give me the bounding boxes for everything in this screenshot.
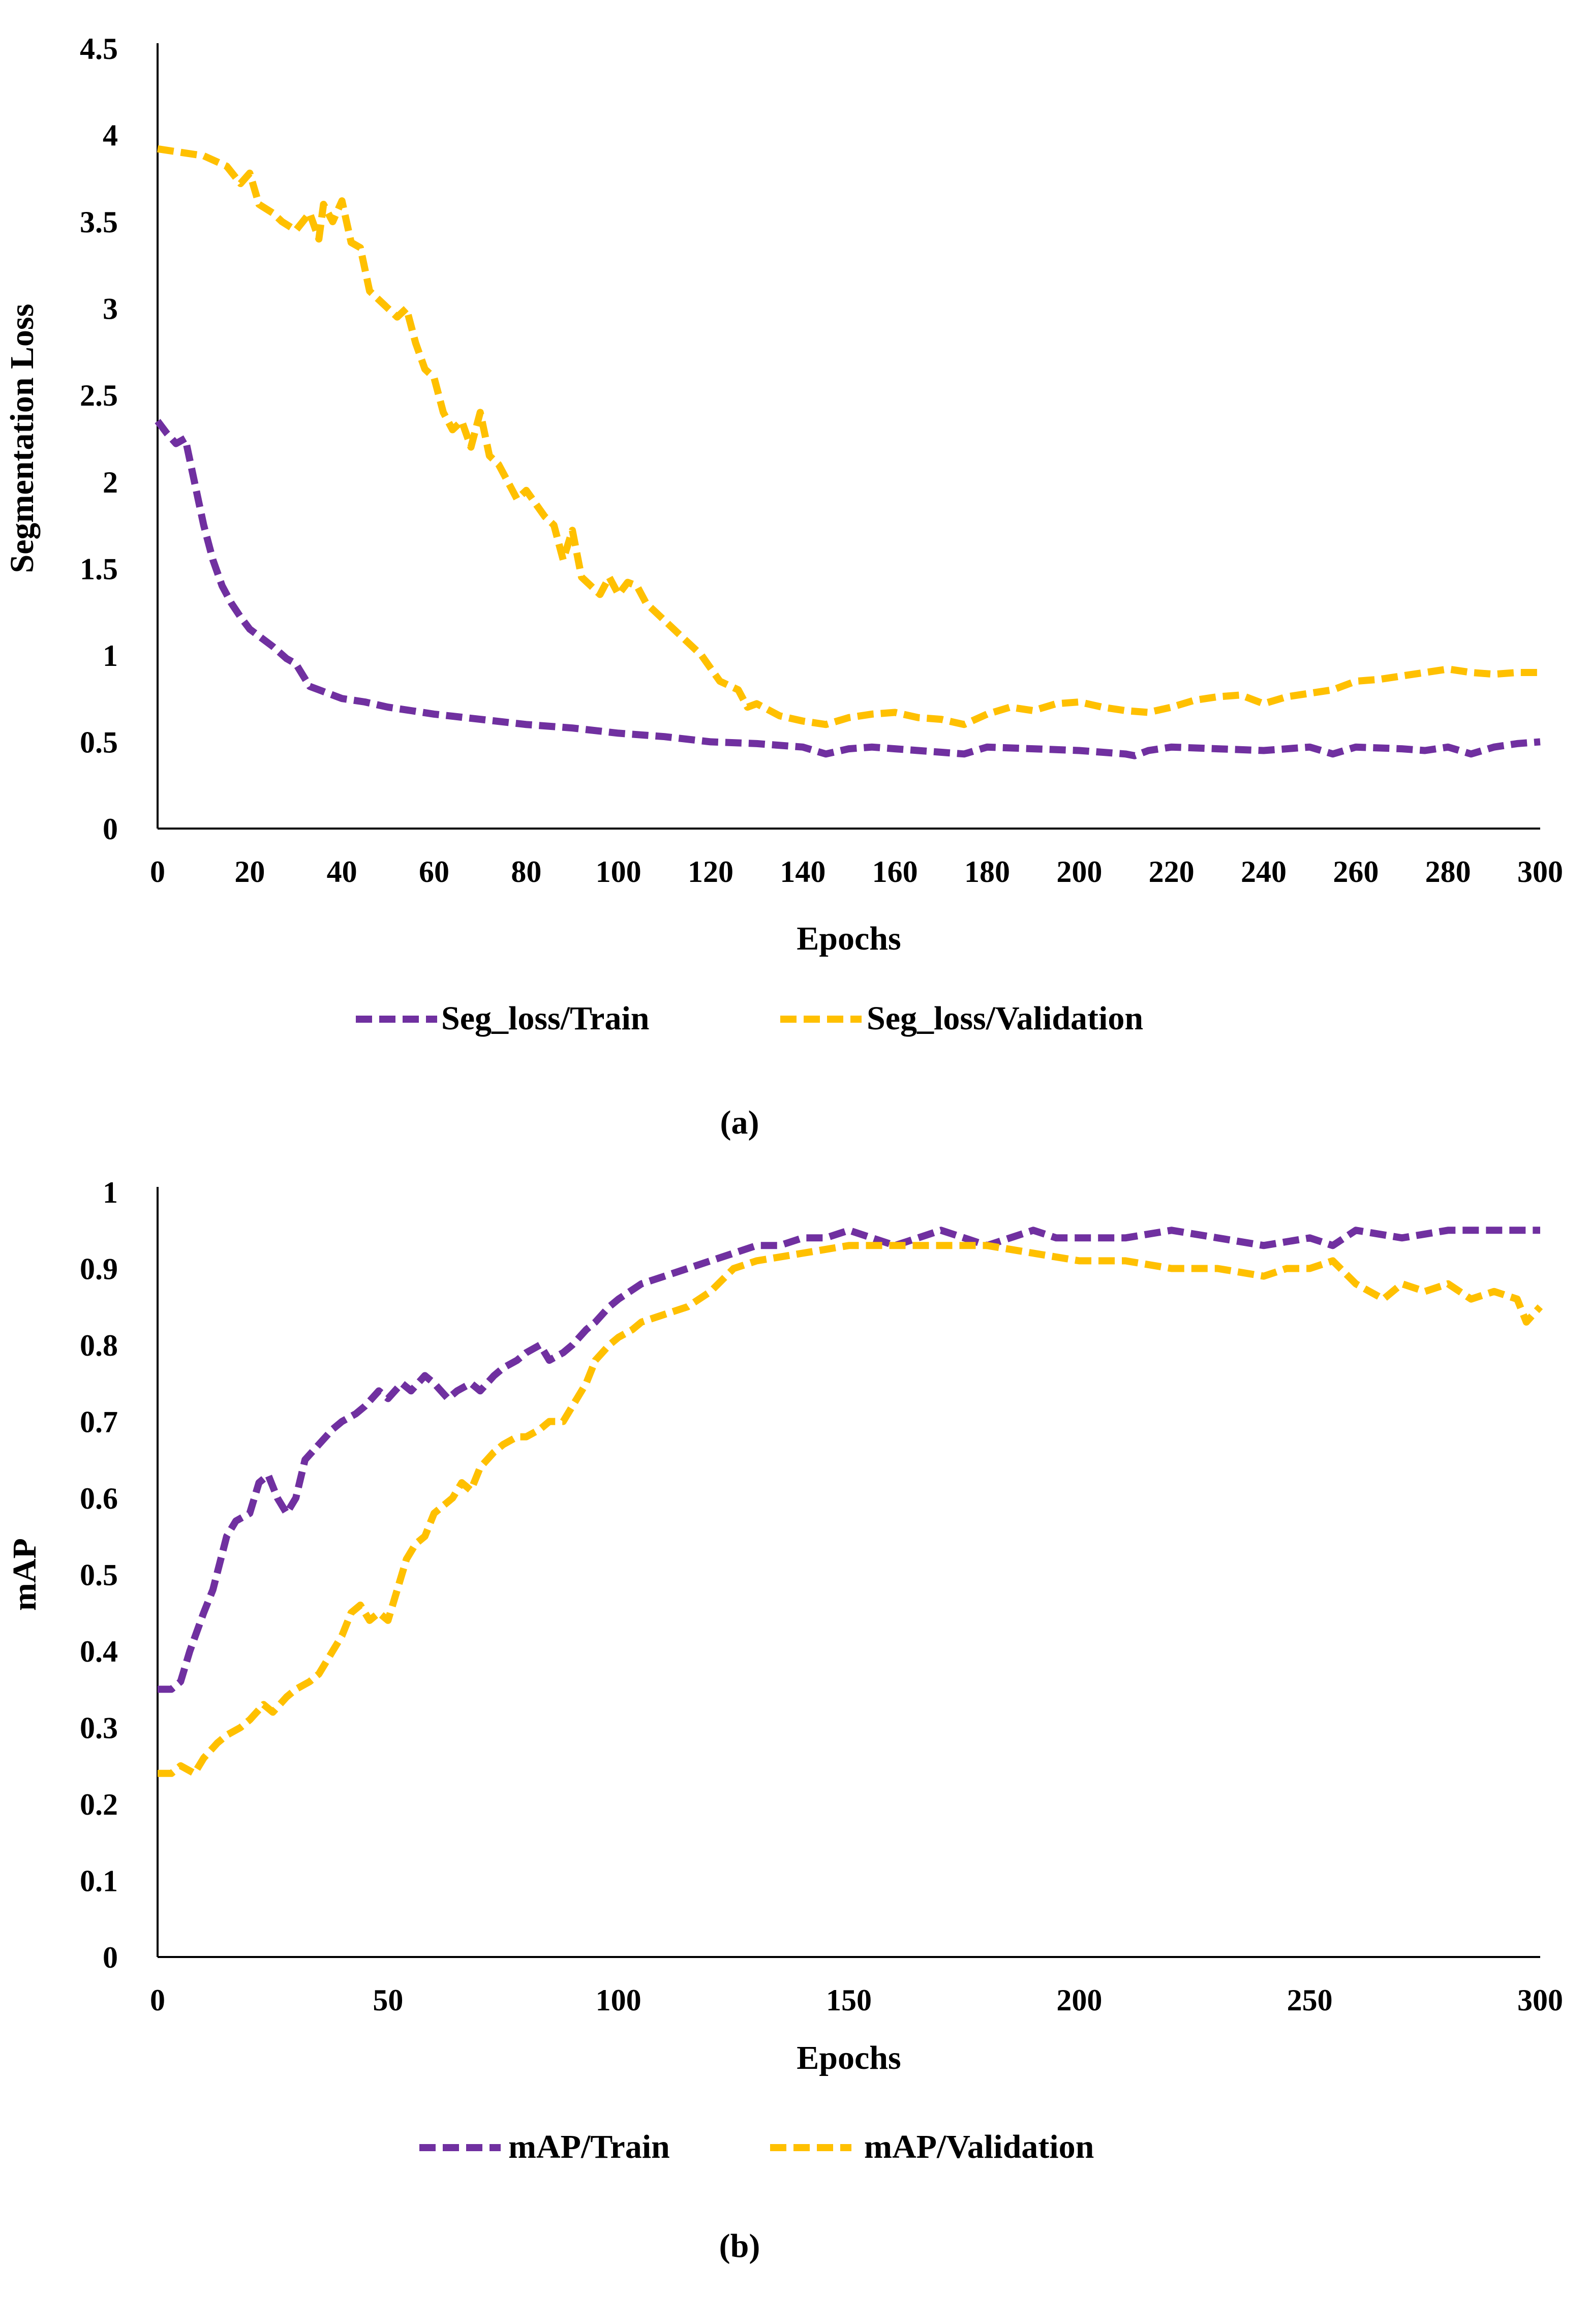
y-tick-label: 0.4 — [80, 1635, 118, 1668]
y-tick-label: 1 — [103, 639, 118, 672]
y-tick-label: 0.3 — [80, 1711, 118, 1745]
x-tick-label: 280 — [1425, 855, 1471, 889]
y-tick-label: 2.5 — [80, 379, 118, 412]
train-legend-label: Seg_loss/Train — [441, 1000, 650, 1037]
panel-label: (b) — [719, 2227, 760, 2265]
y-tick-label: 0.1 — [80, 1864, 118, 1898]
x-tick-label: 100 — [596, 1983, 641, 2017]
y-axis-title: mAP — [6, 1538, 43, 1611]
y-tick-label: 4.5 — [80, 32, 118, 66]
y-tick-label: 4 — [103, 119, 118, 152]
x-tick-label: 50 — [373, 1983, 403, 2017]
y-tick-label: 0.5 — [80, 725, 118, 759]
x-axis-title: Epochs — [797, 2039, 901, 2076]
x-tick-label: 200 — [1056, 855, 1102, 889]
x-tick-label: 160 — [872, 855, 918, 889]
y-tick-label: 0 — [103, 1941, 118, 1974]
x-tick-label: 180 — [964, 855, 1010, 889]
panel-a-segmentation-loss-chart: 0 0.5 1 1.5 2 2.5 3 3.5 4 4.5 0 20 40 60 80 100 120 140 16… — [4, 32, 1563, 1141]
x-tick-label: 20 — [234, 855, 265, 889]
y-tick-label: 0.7 — [80, 1405, 118, 1439]
y-tick-label: 0.5 — [80, 1558, 118, 1592]
x-tick-label: 300 — [1517, 855, 1563, 889]
validation-legend-label: Seg_loss/Validation — [867, 1000, 1143, 1037]
y-tick-label: 0.6 — [80, 1482, 118, 1515]
validation-series-line — [157, 145, 1540, 728]
x-tick-label: 220 — [1149, 855, 1195, 889]
validation-series-line — [158, 1242, 1543, 1777]
y-tick-label: 0 — [103, 812, 118, 846]
x-tick-label: 100 — [596, 855, 641, 889]
y-tick-label: 3 — [103, 292, 118, 326]
panel-label: (a) — [720, 1104, 759, 1141]
x-tick-label: 300 — [1517, 1983, 1563, 2017]
y-axis-title: Segmentation Loss — [4, 304, 41, 573]
x-tick-label: 60 — [419, 855, 449, 889]
x-tick-label: 140 — [780, 855, 825, 889]
train-legend-label: mAP/Train — [508, 2128, 670, 2165]
x-tick-label: 80 — [511, 855, 541, 889]
y-tick-label: 3.5 — [80, 205, 118, 239]
y-tick-label: 0.2 — [80, 1788, 118, 1821]
x-tick-label: 0 — [150, 855, 165, 889]
x-tick-label: 120 — [688, 855, 733, 889]
x-tick-label: 150 — [826, 1983, 872, 2017]
x-tick-label: 0 — [150, 1983, 165, 2017]
train-series-line — [155, 419, 1541, 759]
train-series-line — [158, 1227, 1540, 1693]
y-tick-label: 2 — [103, 466, 118, 499]
x-tick-label: 250 — [1287, 1983, 1333, 2017]
x-tick-label: 240 — [1241, 855, 1287, 889]
y-tick-label: 1 — [103, 1176, 118, 1209]
panel-b-map-chart: 0 0.1 0.2 0.3 0.4 0.5 0.6 0.7 0.8 0.9 1 0 50 100 150 20… — [6, 1176, 1563, 2265]
y-tick-label: 0.9 — [80, 1252, 118, 1286]
x-tick-label: 40 — [327, 855, 357, 889]
y-tick-label: 0.8 — [80, 1329, 118, 1362]
x-tick-label: 200 — [1056, 1983, 1102, 2017]
x-axis-title: Epochs — [797, 920, 901, 957]
y-tick-label: 1.5 — [80, 552, 118, 586]
x-tick-label: 260 — [1333, 855, 1379, 889]
validation-legend-label: mAP/Validation — [864, 2128, 1094, 2165]
